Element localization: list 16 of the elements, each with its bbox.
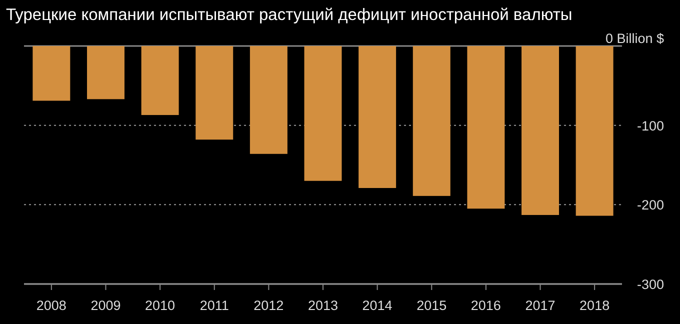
x-tick-label: 2009: [90, 298, 121, 313]
y-tick-label: -200: [636, 198, 664, 213]
x-tick-label: 2017: [525, 298, 556, 313]
x-tick-label: 2016: [470, 298, 501, 313]
x-tick-label: 2012: [254, 298, 284, 313]
y-tick-label: -300: [636, 277, 664, 292]
x-tick-label: 2014: [362, 298, 393, 313]
x-tick-label: 2008: [36, 298, 66, 313]
x-tick-label: 2015: [416, 298, 447, 313]
y-tick-label: -100: [636, 118, 664, 134]
chart-title: Турецкие компании испытывают растущий дефицит иностранной валюты: [6, 6, 572, 24]
x-tick-label: 2018: [580, 298, 610, 313]
x-tick-label: 2010: [145, 298, 176, 313]
x-tick-label: 2011: [200, 298, 229, 313]
x-tick-label: 2013: [308, 298, 338, 313]
y-tick-label: 0 Billion $: [605, 31, 664, 46]
